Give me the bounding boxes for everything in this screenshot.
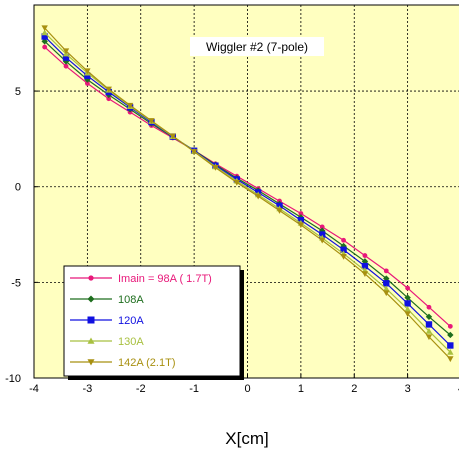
data-point [425,327,433,334]
legend-marker [87,337,95,344]
data-point [361,271,369,277]
legend: Imain = 98A ( 1.7T) 108A 120A 130A 142A (2.1… [63,265,244,380]
y-tick-label: -10 [5,373,21,385]
x-tick-label: -2 [136,383,146,395]
legend-label: 120A [118,315,144,327]
x-tick-label: -3 [82,383,92,395]
data-point [169,133,176,140]
data-point [105,86,112,93]
data-point [63,63,69,69]
data-point [212,165,219,171]
data-point [341,237,346,243]
data-point [319,237,326,244]
data-point [190,149,198,155]
legend-item: Imain = 98A ( 1.7T) [70,273,212,285]
data-point [447,356,454,363]
data-point [447,342,454,349]
data-point [425,334,433,341]
data-point [41,25,48,32]
data-point [404,305,411,312]
legend-label: Imain = 98A ( 1.7T) [118,273,212,285]
data-point [233,179,241,186]
data-point [254,193,262,200]
grid [34,5,459,378]
y-tick-label: 5 [15,86,21,98]
y-tick-label: -5 [11,277,21,289]
legend-marker [87,295,95,303]
legend-marker [87,359,95,366]
legend-label: 108A [118,294,144,306]
data-point [425,313,433,320]
x-tick-label: 3 [405,383,411,395]
data-point [404,294,411,301]
data-point [447,331,454,339]
data-point [276,208,283,214]
data-point [319,224,325,230]
legend-item: 108A [70,294,144,306]
series-line [44,46,451,327]
data-point [447,323,453,329]
data-point [447,348,454,355]
x-tick-label: 1 [298,383,304,395]
data-point [298,211,304,216]
legend-item: 130A [70,336,144,348]
data-point [383,290,390,297]
legend-item: 120A [70,315,144,327]
data-point [62,48,70,55]
x-axis-label: X[cm] [225,429,268,448]
series-line [44,36,451,346]
x-tick-label: 0 [244,383,250,395]
data-point [340,246,347,254]
axis-ticks: -4-3-2-101234-10-505 [5,86,459,395]
data-point [362,253,368,258]
data-point [84,68,91,75]
series-line [44,32,451,353]
legend-label: 142A (2.1T) [118,357,175,369]
data-point [126,102,134,109]
data-point [42,44,48,50]
legend-marker [87,316,95,324]
data-point [361,262,369,270]
data-point [297,222,305,229]
title-box: Wiggler #2 (7-pole) [190,37,324,56]
x-tick-label: 4 [458,383,459,395]
series-5 [41,25,454,363]
series-line [44,40,451,336]
data-point [340,253,347,260]
chart-title: Wiggler #2 (7-pole) [206,40,308,54]
data-point [404,311,411,318]
data-point [404,300,411,307]
data-point [383,285,390,292]
x-tick-label: 2 [351,383,357,395]
data-point [106,96,112,102]
legend-item: 142A (2.1T) [70,357,175,369]
data-point [41,29,48,36]
data-point [148,118,155,124]
series-group [41,25,454,363]
data-point [425,321,433,328]
data-point [84,81,90,86]
y-tick-label: 0 [15,182,21,194]
data-point [319,231,326,238]
data-point [383,268,389,274]
x-tick-label: -4 [29,383,39,395]
legend-marker [88,275,94,281]
x-tick-label: -1 [189,383,199,395]
data-point [426,304,432,310]
data-point [383,280,390,287]
series-line [44,27,451,360]
data-point [405,285,411,291]
legend-label: 130A [118,336,144,348]
